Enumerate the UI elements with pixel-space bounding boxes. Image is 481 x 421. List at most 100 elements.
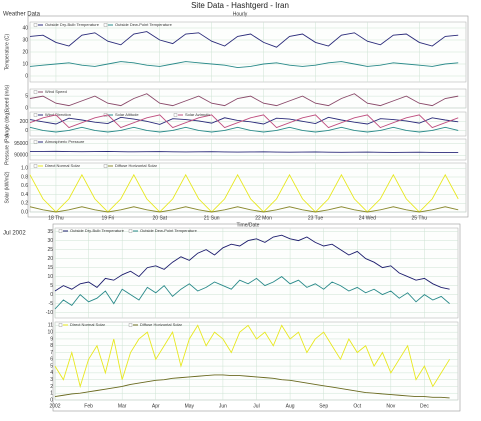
legend-label: Atmospheric Pressure	[45, 139, 85, 144]
y-tick-label: 35	[47, 229, 53, 235]
y-tick-label: 30	[22, 37, 28, 43]
series-line	[29, 114, 459, 129]
y-tick-label: 20	[22, 49, 28, 55]
y-tick-label: 0.0	[21, 209, 28, 215]
date-note: Jul 2002	[3, 231, 26, 237]
x-tick-label: Dec	[420, 403, 429, 409]
x-tick-label: Mar	[118, 403, 127, 409]
series-line	[54, 324, 450, 389]
y-tick-label: 15	[47, 265, 53, 271]
legend-label: Outside Dew-Point Temperature	[140, 228, 198, 233]
y-tick-label: 1	[50, 391, 53, 397]
legend-label: Direct Normal Solar	[45, 163, 81, 168]
legend-swatch	[33, 140, 38, 144]
plot-area	[29, 162, 467, 213]
legend-swatch	[103, 23, 108, 27]
source-label: Weather Data	[3, 12, 41, 18]
y-tick-label: 10	[47, 274, 53, 280]
y-tick-label: 10	[47, 330, 53, 336]
legend-label: Outside Dry-Bulb Temperature	[70, 228, 125, 233]
legend-swatch	[33, 113, 38, 117]
x-tick-label: Apr	[152, 403, 160, 409]
x-tick-label: Feb	[84, 403, 93, 409]
y-tick-label: 11	[48, 323, 53, 329]
y-tick-label: 0.6	[21, 183, 28, 189]
series-line	[29, 126, 459, 133]
legend-label: Wind Direction	[45, 112, 71, 117]
subtitle: Hourly	[233, 11, 248, 17]
legend-swatch	[128, 229, 133, 233]
page-title: Site Data - Hashtgerd - Iran	[191, 1, 289, 10]
y-tick-label: 9	[50, 336, 53, 342]
x-tick-label: May	[185, 403, 195, 409]
y-tick-label: 90000	[14, 153, 28, 159]
legend-label: Direct Normal Solar	[70, 322, 106, 327]
y-tick-label: 0	[25, 105, 28, 111]
legend-label: Outside Dew-Point Temperature	[115, 22, 173, 27]
y-axis-label: Temperature (C)	[4, 33, 10, 70]
series-line	[29, 116, 459, 125]
x-tick-label: 25 Thu	[412, 215, 428, 221]
legend-swatch	[33, 90, 38, 94]
legend-label: Wind Speed	[45, 89, 67, 94]
y-tick-label: 6	[50, 357, 53, 363]
plot-area	[29, 111, 467, 137]
y-tick-label: 2	[50, 384, 53, 390]
y-tick-label: 0	[50, 292, 53, 298]
y-axis-label: Speed (m/s)	[4, 85, 10, 113]
plot-area	[29, 138, 467, 161]
x-tick-label: Sep	[319, 403, 328, 409]
legend-swatch	[128, 323, 133, 327]
y-axis-label: Pressure (Pa)	[4, 134, 10, 165]
x-tick-label: 19 Fri	[101, 215, 114, 221]
legend-swatch	[33, 164, 38, 168]
y-tick-label: 1.0	[21, 166, 28, 172]
legend-swatch	[33, 23, 38, 27]
x-tick-label: Jul	[253, 403, 259, 409]
y-tick-label: 0	[25, 73, 28, 79]
legend-swatch	[173, 113, 178, 117]
x-tick-label: Oct	[353, 403, 361, 409]
series-line	[29, 61, 459, 69]
y-tick-label: 200	[20, 119, 29, 125]
y-tick-label: 30	[47, 238, 53, 244]
x-axis-label: Time/Date	[237, 222, 260, 228]
legend-label: Outside Dry-Bulb Temperature	[45, 22, 100, 27]
y-tick-label: 3	[50, 377, 53, 383]
x-tick-label: Jun	[219, 403, 227, 409]
x-tick-label: Nov	[386, 403, 395, 409]
legend-swatch	[103, 164, 108, 168]
series-line	[29, 150, 459, 153]
series-line	[29, 93, 459, 107]
y-tick-label: -5	[49, 301, 54, 307]
legend-label: Diffuse Horizontal Solar	[140, 322, 183, 327]
series-line	[54, 234, 450, 292]
y-tick-label: 95000	[14, 141, 28, 147]
x-tick-label: 18 Thu	[48, 215, 64, 221]
y-tick-label: 0	[50, 397, 53, 403]
y-tick-label: 10	[22, 61, 28, 67]
y-tick-label: 0.4	[21, 192, 28, 198]
y-axis-label: Solar (kW/m2)	[4, 171, 10, 203]
x-tick-label: Aug	[286, 403, 295, 409]
legend-label: Solar Altitude	[115, 112, 139, 117]
y-tick-label: 0	[25, 128, 28, 134]
y-tick-label: 7	[50, 350, 53, 356]
x-tick-label: 2002	[49, 403, 60, 409]
x-tick-label: 21 Sun	[204, 215, 220, 221]
y-tick-label: 25	[47, 247, 53, 253]
y-tick-label: 8	[50, 343, 53, 349]
y-tick-label: 20	[47, 256, 53, 262]
y-tick-label: 5	[50, 363, 53, 369]
x-tick-label: 23 Tue	[308, 215, 324, 221]
y-tick-label: -10	[46, 310, 53, 316]
x-tick-label: 22 Mon	[255, 215, 272, 221]
y-axis-label: Angle (deg)	[4, 111, 10, 137]
y-tick-label: 5	[50, 283, 53, 289]
series-line	[29, 31, 459, 48]
y-tick-label: 5	[25, 93, 28, 99]
series-line	[54, 374, 450, 399]
y-tick-label: 0.8	[21, 174, 28, 180]
